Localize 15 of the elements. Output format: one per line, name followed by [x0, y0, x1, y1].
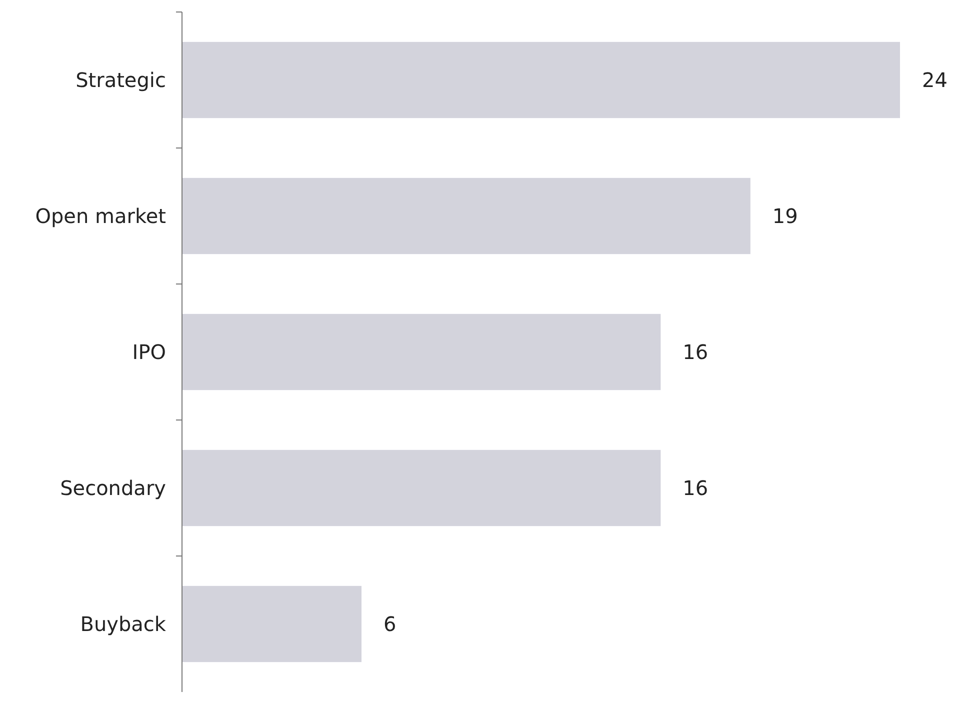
y-tick-label: Open market	[35, 204, 166, 228]
y-tick-label: Buyback	[80, 612, 166, 636]
data-label: 6	[384, 612, 396, 636]
bar	[182, 314, 661, 390]
data-label: 19	[772, 204, 798, 228]
bar	[182, 450, 661, 526]
bar	[182, 42, 900, 118]
y-tick-label: Strategic	[76, 68, 166, 92]
bar	[182, 178, 750, 254]
data-label: 24	[922, 68, 948, 92]
data-label: 16	[682, 476, 708, 500]
y-tick-label: Secondary	[60, 476, 166, 500]
y-tick-label: IPO	[132, 340, 166, 364]
bar	[182, 586, 362, 662]
data-label: 16	[682, 340, 708, 364]
